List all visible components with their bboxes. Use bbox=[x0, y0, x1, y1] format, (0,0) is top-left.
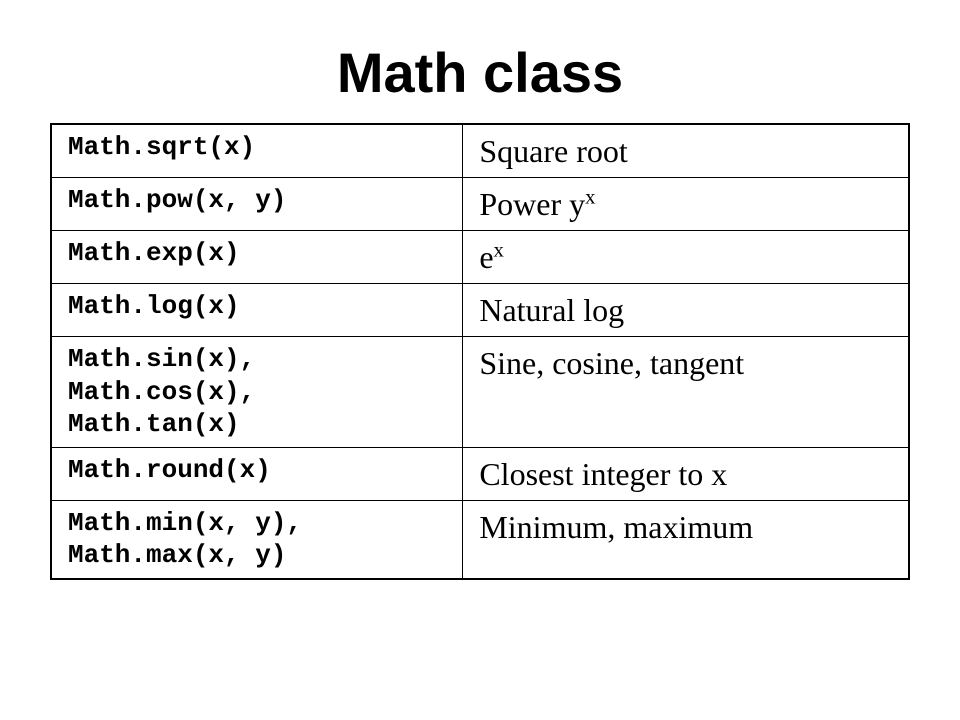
method-desc: Sine, cosine, tangent bbox=[463, 337, 909, 448]
table-row: Math.exp(x) ex bbox=[51, 231, 909, 284]
table-row: Math.sqrt(x) Square root bbox=[51, 124, 909, 178]
page-title: Math class bbox=[50, 40, 910, 105]
method-code: Math.min(x, y), Math.max(x, y) bbox=[51, 500, 463, 579]
table-row: Math.min(x, y), Math.max(x, y) Minimum, … bbox=[51, 500, 909, 579]
table-row: Math.round(x) Closest integer to x bbox=[51, 447, 909, 500]
method-code: Math.pow(x, y) bbox=[51, 178, 463, 231]
method-code: Math.log(x) bbox=[51, 284, 463, 337]
method-desc: Square root bbox=[463, 124, 909, 178]
table-row: Math.pow(x, y) Power yx bbox=[51, 178, 909, 231]
method-code: Math.exp(x) bbox=[51, 231, 463, 284]
method-desc: Power yx bbox=[463, 178, 909, 231]
method-desc: Natural log bbox=[463, 284, 909, 337]
method-desc: Closest integer to x bbox=[463, 447, 909, 500]
slide: Math class Math.sqrt(x) Square root Math… bbox=[0, 0, 960, 620]
method-desc: Minimum, maximum bbox=[463, 500, 909, 579]
method-code: Math.round(x) bbox=[51, 447, 463, 500]
table-row: Math.sin(x), Math.cos(x), Math.tan(x) Si… bbox=[51, 337, 909, 448]
math-methods-table: Math.sqrt(x) Square root Math.pow(x, y) … bbox=[50, 123, 910, 580]
method-code: Math.sqrt(x) bbox=[51, 124, 463, 178]
method-desc: ex bbox=[463, 231, 909, 284]
method-code: Math.sin(x), Math.cos(x), Math.tan(x) bbox=[51, 337, 463, 448]
table-row: Math.log(x) Natural log bbox=[51, 284, 909, 337]
